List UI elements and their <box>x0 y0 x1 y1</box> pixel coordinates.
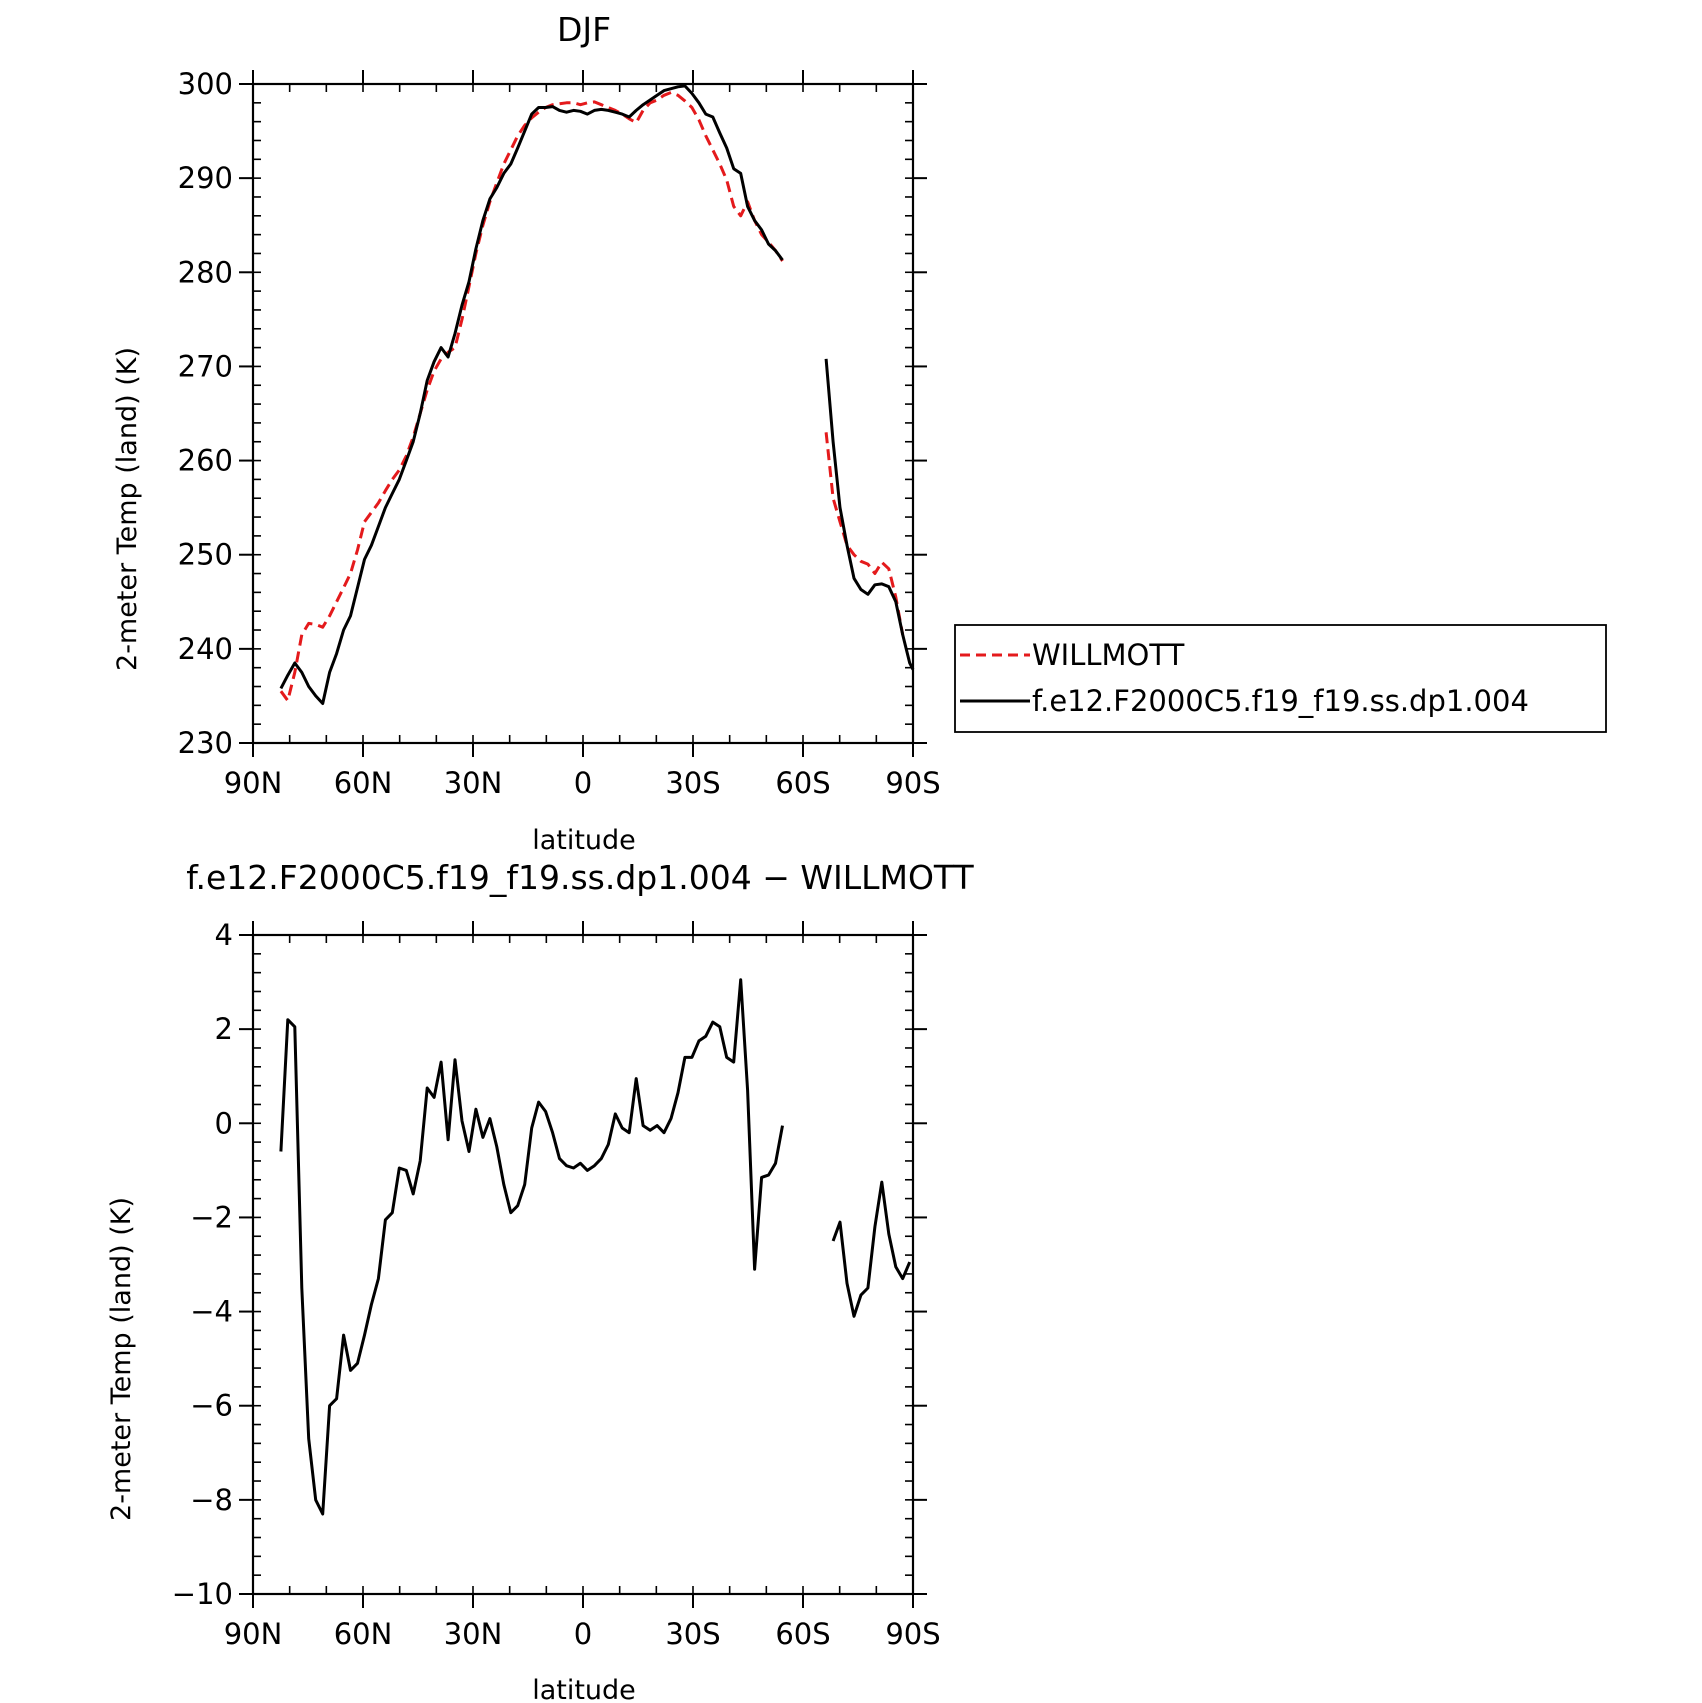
y-tick-label: 0 <box>215 1106 233 1140</box>
x-tick-label: 30S <box>665 1617 720 1651</box>
plot-area: 90N 60N 30N 0 30S 60S 90S 230 240 250 260 270 280 290… <box>178 67 941 800</box>
x-tick-label: 60N <box>334 1617 393 1651</box>
difference-panel: f.e12.F2000C5.f19_f19.ss.dp1.004 − WILLM… <box>106 858 975 1703</box>
x-tick-label: 90N <box>224 766 283 800</box>
series-line <box>824 358 915 671</box>
x-tick-label: 90S <box>885 1617 940 1651</box>
panel-title: DJF <box>557 10 611 49</box>
x-axis-label: latitude <box>532 1675 636 1703</box>
djf-panel: DJF latitude 2-meter Temp (land) (K) 90N… <box>112 10 941 856</box>
y-tick-label: 300 <box>178 67 233 101</box>
y-tick-label: 240 <box>178 632 233 666</box>
y-tick-label: 4 <box>215 918 233 952</box>
y-tick-label: −10 <box>172 1577 233 1611</box>
y-tick-label: −6 <box>190 1389 233 1423</box>
series-line <box>279 84 784 705</box>
y-tick-label: 280 <box>178 255 233 289</box>
series-line <box>831 1180 912 1318</box>
y-axis-label: 2-meter Temp (land) (K) <box>112 347 143 671</box>
legend-label-model: f.e12.F2000C5.f19_f19.ss.dp1.004 <box>1032 684 1529 718</box>
y-tick-label: 260 <box>178 444 233 478</box>
x-tick-label: 90N <box>224 1617 283 1651</box>
y-tick-label: −8 <box>190 1483 233 1517</box>
plot-frame <box>251 82 915 745</box>
legend-label-willmott: WILLMOTT <box>1032 638 1185 672</box>
y-tick-label: −4 <box>190 1295 233 1329</box>
x-tick-label: 0 <box>574 1617 592 1651</box>
legend-box <box>954 624 1607 733</box>
y-tick-label: 290 <box>178 161 233 195</box>
y-tick-label: −2 <box>190 1200 233 1234</box>
x-tick-label: 60S <box>775 1617 830 1651</box>
series-line <box>279 978 784 1516</box>
y-tick-label: 2 <box>215 1012 233 1046</box>
plot-frame <box>251 933 915 1596</box>
series-line <box>279 91 784 703</box>
x-tick-label: 60S <box>775 766 830 800</box>
x-tick-label: 30N <box>444 1617 503 1651</box>
y-tick-label: 250 <box>178 538 233 572</box>
x-tick-label: 60N <box>334 766 393 800</box>
x-tick-label: 30S <box>665 766 720 800</box>
x-tick-label: 30N <box>444 766 503 800</box>
x-tick-label: 90S <box>885 766 940 800</box>
panel-title: f.e12.F2000C5.f19_f19.ss.dp1.004 − WILLM… <box>186 858 974 897</box>
y-tick-label: 230 <box>178 726 233 760</box>
x-axis-label: latitude <box>532 825 636 856</box>
plot-area: 90N 60N 30N 0 30S 60S 90S −10 −8 −6 −4 −2 0 2 4 <box>172 918 941 1651</box>
y-tick-label: 270 <box>178 349 233 383</box>
y-axis-label: 2-meter Temp (land) (K) <box>106 1197 137 1521</box>
series-line <box>824 432 905 635</box>
x-tick-label: 0 <box>574 766 592 800</box>
legend: WILLMOTT f.e12.F2000C5.f19_f19.ss.dp1.00… <box>954 624 1607 733</box>
